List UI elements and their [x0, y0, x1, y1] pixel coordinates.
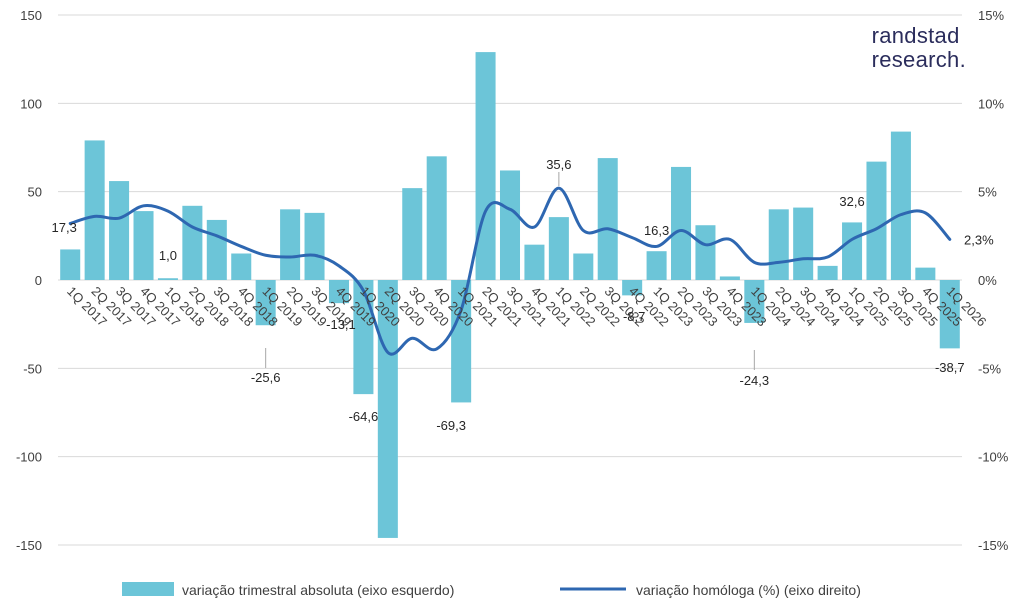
bar	[647, 251, 667, 280]
bar	[818, 266, 838, 280]
data-label: -38,7	[935, 360, 965, 375]
data-label: -8,7	[623, 309, 645, 324]
y-right-tick-label: 5%	[978, 185, 997, 200]
y-right-tick-label: 10%	[978, 96, 1004, 111]
bar	[915, 268, 935, 280]
y-left-tick-label: -150	[16, 538, 42, 553]
bar	[182, 206, 202, 280]
bar	[60, 249, 80, 280]
y-left-tick-label: -50	[23, 361, 42, 376]
y-left-tick-label: 50	[28, 185, 42, 200]
data-label: -24,3	[740, 373, 770, 388]
bar	[842, 222, 862, 280]
y-right-tick-label: -10%	[978, 450, 1009, 465]
bar	[891, 132, 911, 280]
legend-swatch-bars	[122, 582, 174, 596]
y-left-tick-label: -100	[16, 450, 42, 465]
bar	[524, 245, 544, 280]
bar	[134, 211, 154, 280]
bar	[427, 156, 447, 280]
data-label: -64,6	[349, 409, 379, 424]
bar	[598, 158, 618, 280]
bar	[305, 213, 325, 280]
data-label: 1,0	[159, 248, 177, 263]
y-left-tick-label: 100	[20, 96, 42, 111]
data-label-line: 2,3%	[964, 232, 994, 247]
brand-line-2: research.	[872, 48, 966, 72]
bar	[671, 167, 691, 280]
y-right-tick-label: -15%	[978, 538, 1009, 553]
bar	[573, 254, 593, 281]
data-label: -13,1	[326, 317, 356, 332]
bar	[207, 220, 227, 280]
y-left-tick-label: 0	[35, 273, 42, 288]
bar	[109, 181, 129, 280]
data-label: 16,3	[644, 223, 669, 238]
bar	[158, 278, 178, 280]
right-axis: -15% -10% -5% 0% 5% 10% 15%	[978, 8, 1009, 553]
left-axis: -150 -100 -50 0 50 100 150	[16, 8, 42, 553]
bar	[793, 208, 813, 280]
brand-line-1: randstad	[872, 24, 966, 48]
data-label: -25,6	[251, 370, 281, 385]
y-right-tick-label: 15%	[978, 8, 1004, 23]
brand-logo: randstad research.	[872, 24, 966, 72]
bar	[402, 188, 422, 280]
y-right-tick-label: 0%	[978, 273, 997, 288]
data-label: -69,3	[436, 418, 466, 433]
data-label: 32,6	[839, 194, 864, 209]
bar	[720, 276, 740, 280]
y-left-tick-label: 150	[20, 8, 42, 23]
legend-label-bars: variação trimestral absoluta (eixo esque…	[182, 582, 454, 598]
bar	[280, 209, 300, 280]
bar	[85, 140, 105, 280]
legend: variação trimestral absoluta (eixo esque…	[122, 582, 861, 598]
bar	[476, 52, 496, 280]
bar	[500, 170, 520, 280]
data-label: 35,6	[546, 157, 571, 172]
bar	[866, 162, 886, 280]
bar	[231, 254, 251, 281]
data-label: 17,3	[52, 220, 77, 235]
bar	[549, 217, 569, 280]
bar	[769, 209, 789, 280]
legend-label-line: variação homóloga (%) (eixo direito)	[636, 582, 861, 598]
y-right-tick-label: -5%	[978, 361, 1002, 376]
bar	[695, 225, 715, 280]
